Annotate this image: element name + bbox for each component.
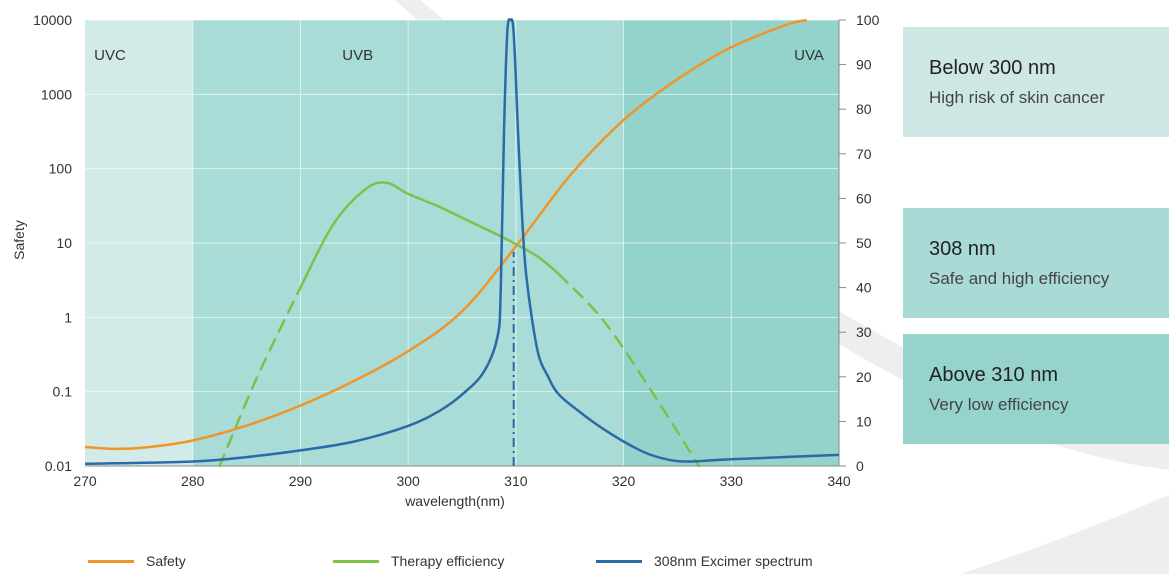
- x-tick-label: 300: [396, 473, 420, 489]
- info-box-below-300: Below 300 nm High risk of skin cancer: [903, 27, 1169, 137]
- series-lines: [84, 18, 840, 468]
- series-line-safety: [84, 18, 808, 451]
- y-left-tick-label: 1: [64, 309, 72, 325]
- series-line-therapy-efficiency: [557, 272, 701, 468]
- series-line-therapy-efficiency: [218, 286, 302, 468]
- legend: Safety Therapy efficiency 308nm Excimer …: [88, 553, 888, 571]
- info-box-description: Safe and high efficiency: [929, 268, 1110, 288]
- y-left-tick-label: 100: [49, 161, 73, 177]
- legend-swatch: [596, 559, 642, 563]
- y-left-tick-label: 1000: [41, 86, 72, 102]
- band-label-uvc: UVC: [94, 47, 126, 64]
- info-box-description: High risk of skin cancer: [929, 87, 1105, 107]
- y-left-tick-label: 0.01: [45, 458, 72, 474]
- legend-label: 308nm Excimer spectrum: [654, 553, 813, 569]
- y-right-tick-label: 80: [856, 101, 872, 117]
- legend-label: Therapy efficiency: [391, 553, 505, 569]
- y-right-tick-label: 40: [856, 280, 872, 296]
- legend-swatch: [88, 559, 134, 563]
- info-box-title: Above 310 nm: [929, 363, 1058, 386]
- y-right-tick-label: 30: [856, 324, 872, 340]
- legend-item-safety: Safety: [88, 553, 186, 569]
- y-right-tick-label: 0: [856, 458, 864, 474]
- y-left-tick-label: 10000: [33, 12, 72, 28]
- y-left-tick-label: 10: [56, 235, 72, 251]
- y-right-tick-label: 70: [856, 146, 872, 162]
- legend-item-excimer-spectrum: 308nm Excimer spectrum: [596, 553, 813, 569]
- x-tick-label: 270: [73, 473, 97, 489]
- x-tick-label: 290: [289, 473, 313, 489]
- info-box-title: 308 nm: [929, 237, 996, 260]
- y-right-tick-label: 20: [856, 369, 872, 385]
- y-right-tick-label: 90: [856, 57, 872, 73]
- x-tick-label: 280: [181, 473, 205, 489]
- y-right-tick-label: 10: [856, 413, 872, 429]
- series-line-308nm-excimer-spectrum: [84, 18, 840, 466]
- x-tick-label: 340: [827, 473, 851, 489]
- legend-label: Safety: [146, 553, 186, 569]
- info-box-title: Below 300 nm: [929, 56, 1056, 79]
- x-tick-label: 320: [612, 473, 636, 489]
- band-label-uva: UVA: [794, 47, 824, 64]
- info-box-308: 308 nm Safe and high efficiency: [903, 208, 1169, 318]
- x-axis-title: wavelength(nm): [404, 493, 505, 509]
- y-right-tick-label: 100: [856, 12, 880, 28]
- axes: 270 280 290 300 310 320 330 3400.010.1110100100…: [33, 12, 880, 489]
- legend-swatch: [333, 559, 379, 563]
- y-right-tick-label: 50: [856, 235, 872, 251]
- info-box-above-310: Above 310 nm Very low efficiency: [903, 334, 1169, 444]
- y-right-tick-label: 60: [856, 190, 872, 206]
- y-left-tick-label: 0.1: [53, 384, 73, 400]
- band-label-uvb: UVB: [342, 47, 373, 64]
- series-line-therapy-efficiency: [299, 181, 561, 289]
- chart: UVC UVB UVA 270 280 290 300 310 320 330 3400.010.…: [11, 12, 880, 509]
- x-tick-label: 330: [720, 473, 744, 489]
- x-tick-label: 310: [504, 473, 528, 489]
- legend-item-therapy-efficiency: Therapy efficiency: [333, 553, 504, 569]
- y-axis-title: Safety: [11, 220, 27, 260]
- info-box-description: Very low efficiency: [929, 394, 1069, 414]
